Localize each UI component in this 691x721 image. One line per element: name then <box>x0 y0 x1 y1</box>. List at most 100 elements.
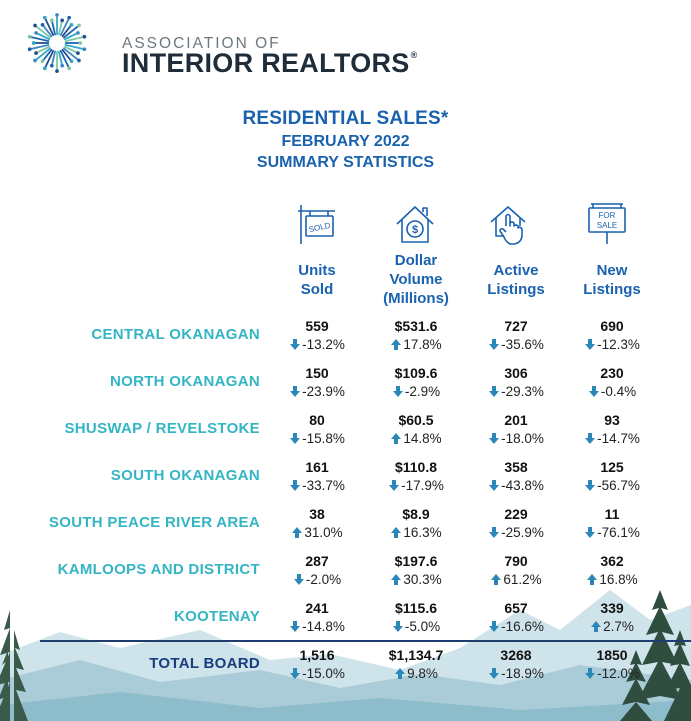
stat-change-text: -35.6% <box>501 337 544 352</box>
arrow-up-icon <box>391 574 402 585</box>
column-header-line: Listings <box>487 281 545 298</box>
column-header-dollar-volume: Dollar Volume (Millions) <box>356 251 476 308</box>
stat-change-text: -0.4% <box>600 384 637 399</box>
logo-ray <box>41 23 53 38</box>
svg-text:FOR: FOR <box>599 211 616 220</box>
stat-value: 339 <box>600 600 624 616</box>
stat-change: -14.7% <box>562 431 662 446</box>
stat-change: -17.9% <box>366 478 466 493</box>
logo-dot <box>76 31 80 35</box>
stat-change: 9.8% <box>366 666 466 681</box>
stat-change: 16.3% <box>366 525 466 540</box>
logo-ray <box>28 35 50 42</box>
logo-dot <box>27 47 32 52</box>
logo-ray <box>59 16 71 37</box>
stat-change: 30.3% <box>366 572 466 587</box>
arrow-down-icon <box>389 480 400 491</box>
arrow-up-icon <box>391 433 402 444</box>
arrow-down-icon <box>489 433 500 444</box>
arrow-up-icon <box>292 527 303 538</box>
logo-dot <box>78 41 83 45</box>
arrow-down-icon <box>585 527 596 538</box>
stat-change: -5.0% <box>366 619 466 634</box>
stat-change-text: -18.0% <box>501 431 544 446</box>
stat-value: 150 <box>305 365 329 381</box>
stat-value: $197.6 <box>394 553 438 569</box>
column-header-line: Dollar <box>394 252 438 269</box>
stat-change: -15.8% <box>267 431 367 446</box>
sold-sign-icon: SOLD <box>298 205 335 244</box>
stat-value: 358 <box>504 459 528 475</box>
stat-value: $110.8 <box>394 459 438 475</box>
arrow-up-icon <box>491 574 502 585</box>
stat-change: -12.3% <box>562 337 662 352</box>
logo-ray <box>64 35 86 42</box>
arrow-down-icon <box>290 339 301 350</box>
region-label: NORTH OKANAGAN <box>109 373 260 390</box>
stat-value: 657 <box>504 600 528 616</box>
arrow-down-icon <box>489 621 500 632</box>
stat-value: $8.9 <box>402 506 430 522</box>
arrow-up-icon <box>587 574 598 585</box>
logo-ray <box>58 19 64 36</box>
stat-change: -18.0% <box>466 431 566 446</box>
arrow-down-icon <box>293 574 304 585</box>
stat-change-text: 9.8% <box>407 666 438 681</box>
logo-dot <box>55 69 59 73</box>
logo-ray <box>34 47 52 62</box>
arrow-down-icon <box>489 527 500 538</box>
arrow-up-icon <box>391 527 402 538</box>
stat-value: 229 <box>504 506 528 522</box>
logo-ray <box>61 23 73 38</box>
arrow-down-icon <box>585 339 596 350</box>
logo-ray <box>35 32 51 41</box>
column-header-line: Sold <box>300 281 334 298</box>
arrow-down-icon <box>489 386 500 397</box>
stat-value: 93 <box>604 412 620 428</box>
logo-dot <box>77 58 81 63</box>
stat-value: 362 <box>600 553 624 569</box>
stat-change-text: -12.3% <box>597 337 640 352</box>
region-label: CENTRAL OKANAGAN <box>91 326 260 343</box>
logo-dot <box>77 23 81 28</box>
association-logo: ASSOCIATION OF INTERIOR REALTORS® <box>26 12 446 80</box>
svg-text:SALE: SALE <box>597 221 617 230</box>
stat-value: 125 <box>600 459 624 475</box>
stat-change-text: 30.3% <box>403 572 442 587</box>
logo-dot <box>60 63 65 68</box>
svg-text:$: $ <box>412 224 418 236</box>
arrow-up-icon <box>395 668 406 679</box>
stat-change: 31.0% <box>267 525 367 540</box>
arrow-up-icon <box>591 621 602 632</box>
column-header-units-sold: Units Sold <box>257 261 377 299</box>
logo-dot <box>69 59 74 64</box>
region-label: SOUTH PEACE RIVER AREA <box>48 514 260 531</box>
logo-ray <box>50 50 56 67</box>
stat-change-text: 31.0% <box>304 525 343 540</box>
logo-dot <box>42 15 47 20</box>
logo-ray <box>63 45 79 54</box>
logo-dot <box>67 66 72 71</box>
starburst-logo-icon <box>27 13 87 73</box>
logo-ray <box>41 48 53 63</box>
arrow-down-icon <box>585 480 596 491</box>
logo-ray <box>63 32 79 41</box>
stat-change-text: -18.9% <box>501 666 544 681</box>
stat-value: 559 <box>305 318 329 334</box>
stat-change-text: -17.9% <box>401 478 444 493</box>
arrow-down-icon <box>585 433 596 444</box>
logo-dot <box>31 41 36 45</box>
logo-ray <box>59 49 71 70</box>
stat-value: $60.5 <box>398 412 434 428</box>
stat-value: $115.6 <box>394 600 438 616</box>
stat-change: 16.8% <box>562 572 662 587</box>
arrow-down-icon <box>290 668 301 679</box>
arrow-down-icon <box>585 668 596 679</box>
stat-change-text: 16.3% <box>403 525 442 540</box>
column-header-line: New <box>596 262 628 279</box>
arrow-down-icon <box>290 480 301 491</box>
arrow-down-icon <box>290 386 301 397</box>
stat-value: 727 <box>504 318 528 334</box>
column-header-line: Active <box>493 262 539 279</box>
stat-change: -0.4% <box>562 384 662 399</box>
